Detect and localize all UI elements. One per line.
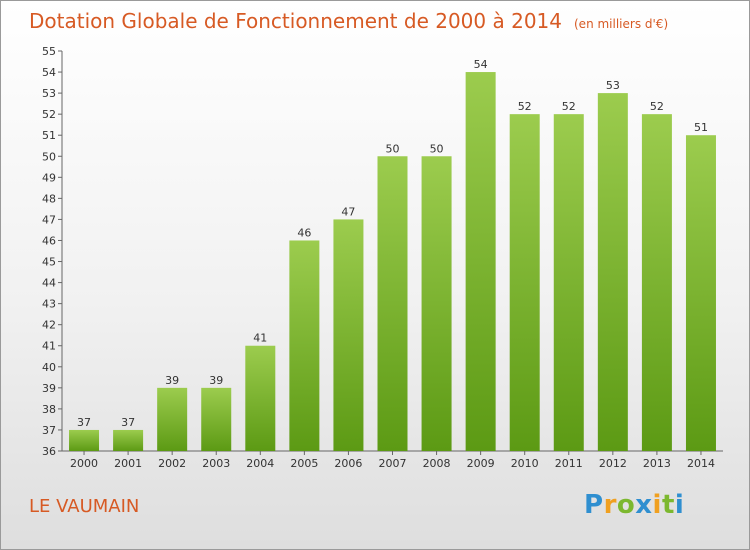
proxiti-logo: Proxiti (584, 490, 684, 520)
data-label-2010: 52 (518, 100, 532, 113)
bar-2003 (201, 387, 232, 451)
x-tick-label-2010: 2010 (511, 457, 539, 470)
y-tick-label: 37 (42, 424, 56, 437)
logo-letter: P (584, 490, 604, 520)
x-tick-label-2005: 2005 (290, 457, 318, 470)
bar-2011 (553, 114, 584, 451)
data-label-2003: 39 (209, 374, 223, 387)
data-label-2001: 37 (121, 416, 135, 429)
y-tick-label: 45 (42, 256, 56, 269)
logo-letter: x (635, 490, 653, 520)
x-tick-label-2004: 2004 (246, 457, 274, 470)
y-tick-label: 44 (42, 277, 56, 290)
x-tick-label-2009: 2009 (467, 457, 495, 470)
bar-2005 (289, 240, 320, 451)
data-label-2013: 52 (650, 100, 664, 113)
data-label-2009: 54 (474, 58, 488, 71)
bar-2012 (597, 93, 628, 452)
y-tick-label: 52 (42, 108, 56, 121)
y-tick-label: 48 (42, 192, 56, 205)
bar-2001 (113, 429, 144, 451)
bar-2004 (245, 345, 276, 451)
data-label-2000: 37 (77, 416, 91, 429)
y-tick-label: 47 (42, 213, 56, 226)
bar-2014 (685, 135, 716, 452)
logo-letter: r (603, 490, 617, 520)
logo-letter: i (652, 490, 662, 520)
x-tick-label-2012: 2012 (599, 457, 627, 470)
y-tick-label: 38 (42, 403, 56, 416)
y-tick-label: 55 (42, 45, 56, 58)
y-tick-label: 53 (42, 87, 56, 100)
logo-letter: t (661, 490, 675, 520)
y-tick-label: 43 (42, 298, 56, 311)
bar-2010 (509, 114, 540, 451)
chart-title: Dotation Globale de Fonctionnement de 20… (29, 9, 562, 33)
y-tick-label: 49 (42, 171, 56, 184)
data-label-2012: 53 (606, 79, 620, 92)
data-label-2005: 46 (297, 226, 311, 239)
x-tick-label-2013: 2013 (643, 457, 671, 470)
x-tick-label-2003: 2003 (202, 457, 230, 470)
y-tick-label: 46 (42, 234, 56, 247)
commune-name: LE VAUMAIN (29, 496, 140, 517)
data-label-2006: 47 (341, 205, 355, 218)
bar-2007 (377, 156, 408, 451)
x-tick-label-2014: 2014 (687, 457, 715, 470)
data-label-2014: 51 (694, 121, 708, 134)
x-tick-label-2002: 2002 (158, 457, 186, 470)
bar-2000 (69, 429, 100, 451)
y-tick-label: 40 (42, 361, 56, 374)
x-tick-label-2011: 2011 (555, 457, 583, 470)
y-tick-label: 51 (42, 129, 56, 142)
title-line: Dotation Globale de Fonctionnement de 20… (29, 9, 668, 33)
bars-layer: 37 37 39 39 41 46 47 50 50 54 52 52 53 52 51 (69, 58, 716, 452)
x-tick-label-2006: 2006 (334, 457, 362, 470)
logo-letter: o (616, 490, 636, 520)
y-tick-label: 41 (42, 340, 56, 353)
axis-layer: 36 37 38 39 40 41 42 43 44 45 46 47 48 49 50 51 52 53 54 55… (42, 45, 723, 470)
y-tick-label: 42 (42, 319, 56, 332)
data-label-2004: 41 (253, 332, 267, 345)
logo-letter: i (674, 490, 685, 520)
bar-2013 (641, 114, 672, 451)
y-tick-label: 54 (42, 66, 56, 79)
data-label-2002: 39 (165, 374, 179, 387)
data-label-2007: 50 (386, 142, 400, 155)
x-tick-label-2001: 2001 (114, 457, 142, 470)
y-tick-label: 39 (42, 382, 56, 395)
x-tick-label-2000: 2000 (70, 457, 98, 470)
bar-2008 (421, 156, 452, 451)
x-tick-label-2007: 2007 (379, 457, 407, 470)
data-label-2008: 50 (430, 142, 444, 155)
data-label-2011: 52 (562, 100, 576, 113)
y-tick-label: 50 (42, 150, 56, 163)
bar-2002 (157, 387, 188, 451)
x-tick-label-2008: 2008 (423, 457, 451, 470)
bar-2006 (333, 219, 364, 451)
bar-2009 (465, 72, 496, 451)
chart-subtitle: (en milliers d'€) (574, 17, 669, 31)
y-tick-label: 36 (42, 445, 56, 458)
